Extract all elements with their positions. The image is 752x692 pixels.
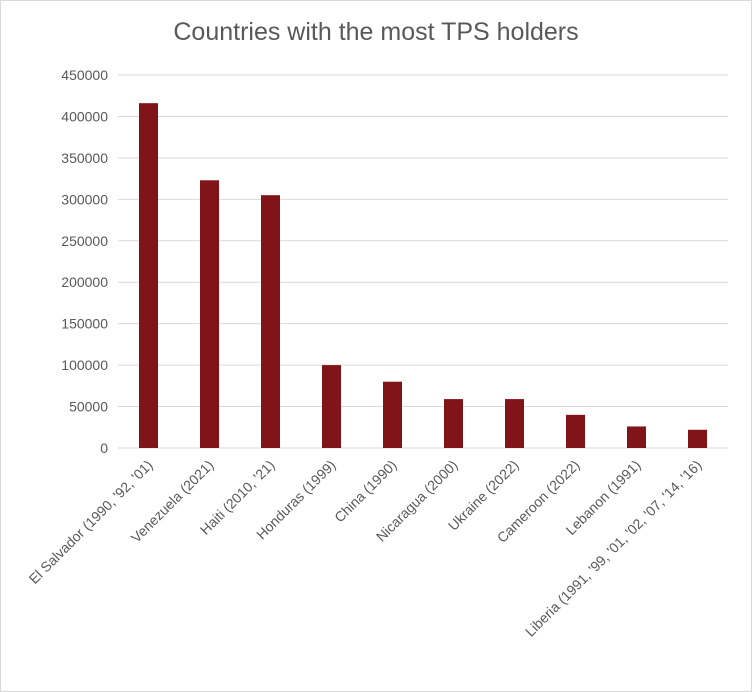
bars bbox=[139, 103, 707, 448]
y-tick-label: 150000 bbox=[61, 316, 108, 332]
y-tick-label: 450000 bbox=[61, 67, 108, 83]
x-tick-label: El Salvador (1990, '92, '01) bbox=[26, 457, 156, 587]
bar bbox=[383, 381, 402, 448]
chart-title: Countries with the most TPS holders bbox=[173, 18, 579, 46]
x-axis: El Salvador (1990, '92, '01)Venezuela (2… bbox=[26, 457, 705, 640]
y-tick-label: 250000 bbox=[61, 233, 108, 249]
y-tick-label: 300000 bbox=[61, 191, 108, 207]
y-axis: 0 50000 100000 150000 200000 250000 300000 3500… bbox=[61, 67, 108, 456]
y-tick-label: 100000 bbox=[61, 357, 108, 373]
y-tick-label: 0 bbox=[100, 440, 108, 456]
bar bbox=[627, 426, 646, 448]
y-tick-label: 50000 bbox=[69, 399, 108, 415]
y-tick-label: 400000 bbox=[61, 108, 108, 124]
y-tick-label: 350000 bbox=[61, 150, 108, 166]
bar bbox=[566, 414, 585, 448]
bar bbox=[261, 195, 280, 448]
x-tick-label: China (1990) bbox=[331, 457, 400, 526]
bar bbox=[200, 180, 219, 448]
gridlines bbox=[118, 74, 728, 449]
bar bbox=[444, 399, 463, 448]
y-tick-label: 200000 bbox=[61, 274, 108, 290]
bar bbox=[322, 365, 341, 448]
bar bbox=[139, 103, 158, 448]
bar bbox=[688, 429, 707, 448]
bar bbox=[505, 399, 524, 448]
